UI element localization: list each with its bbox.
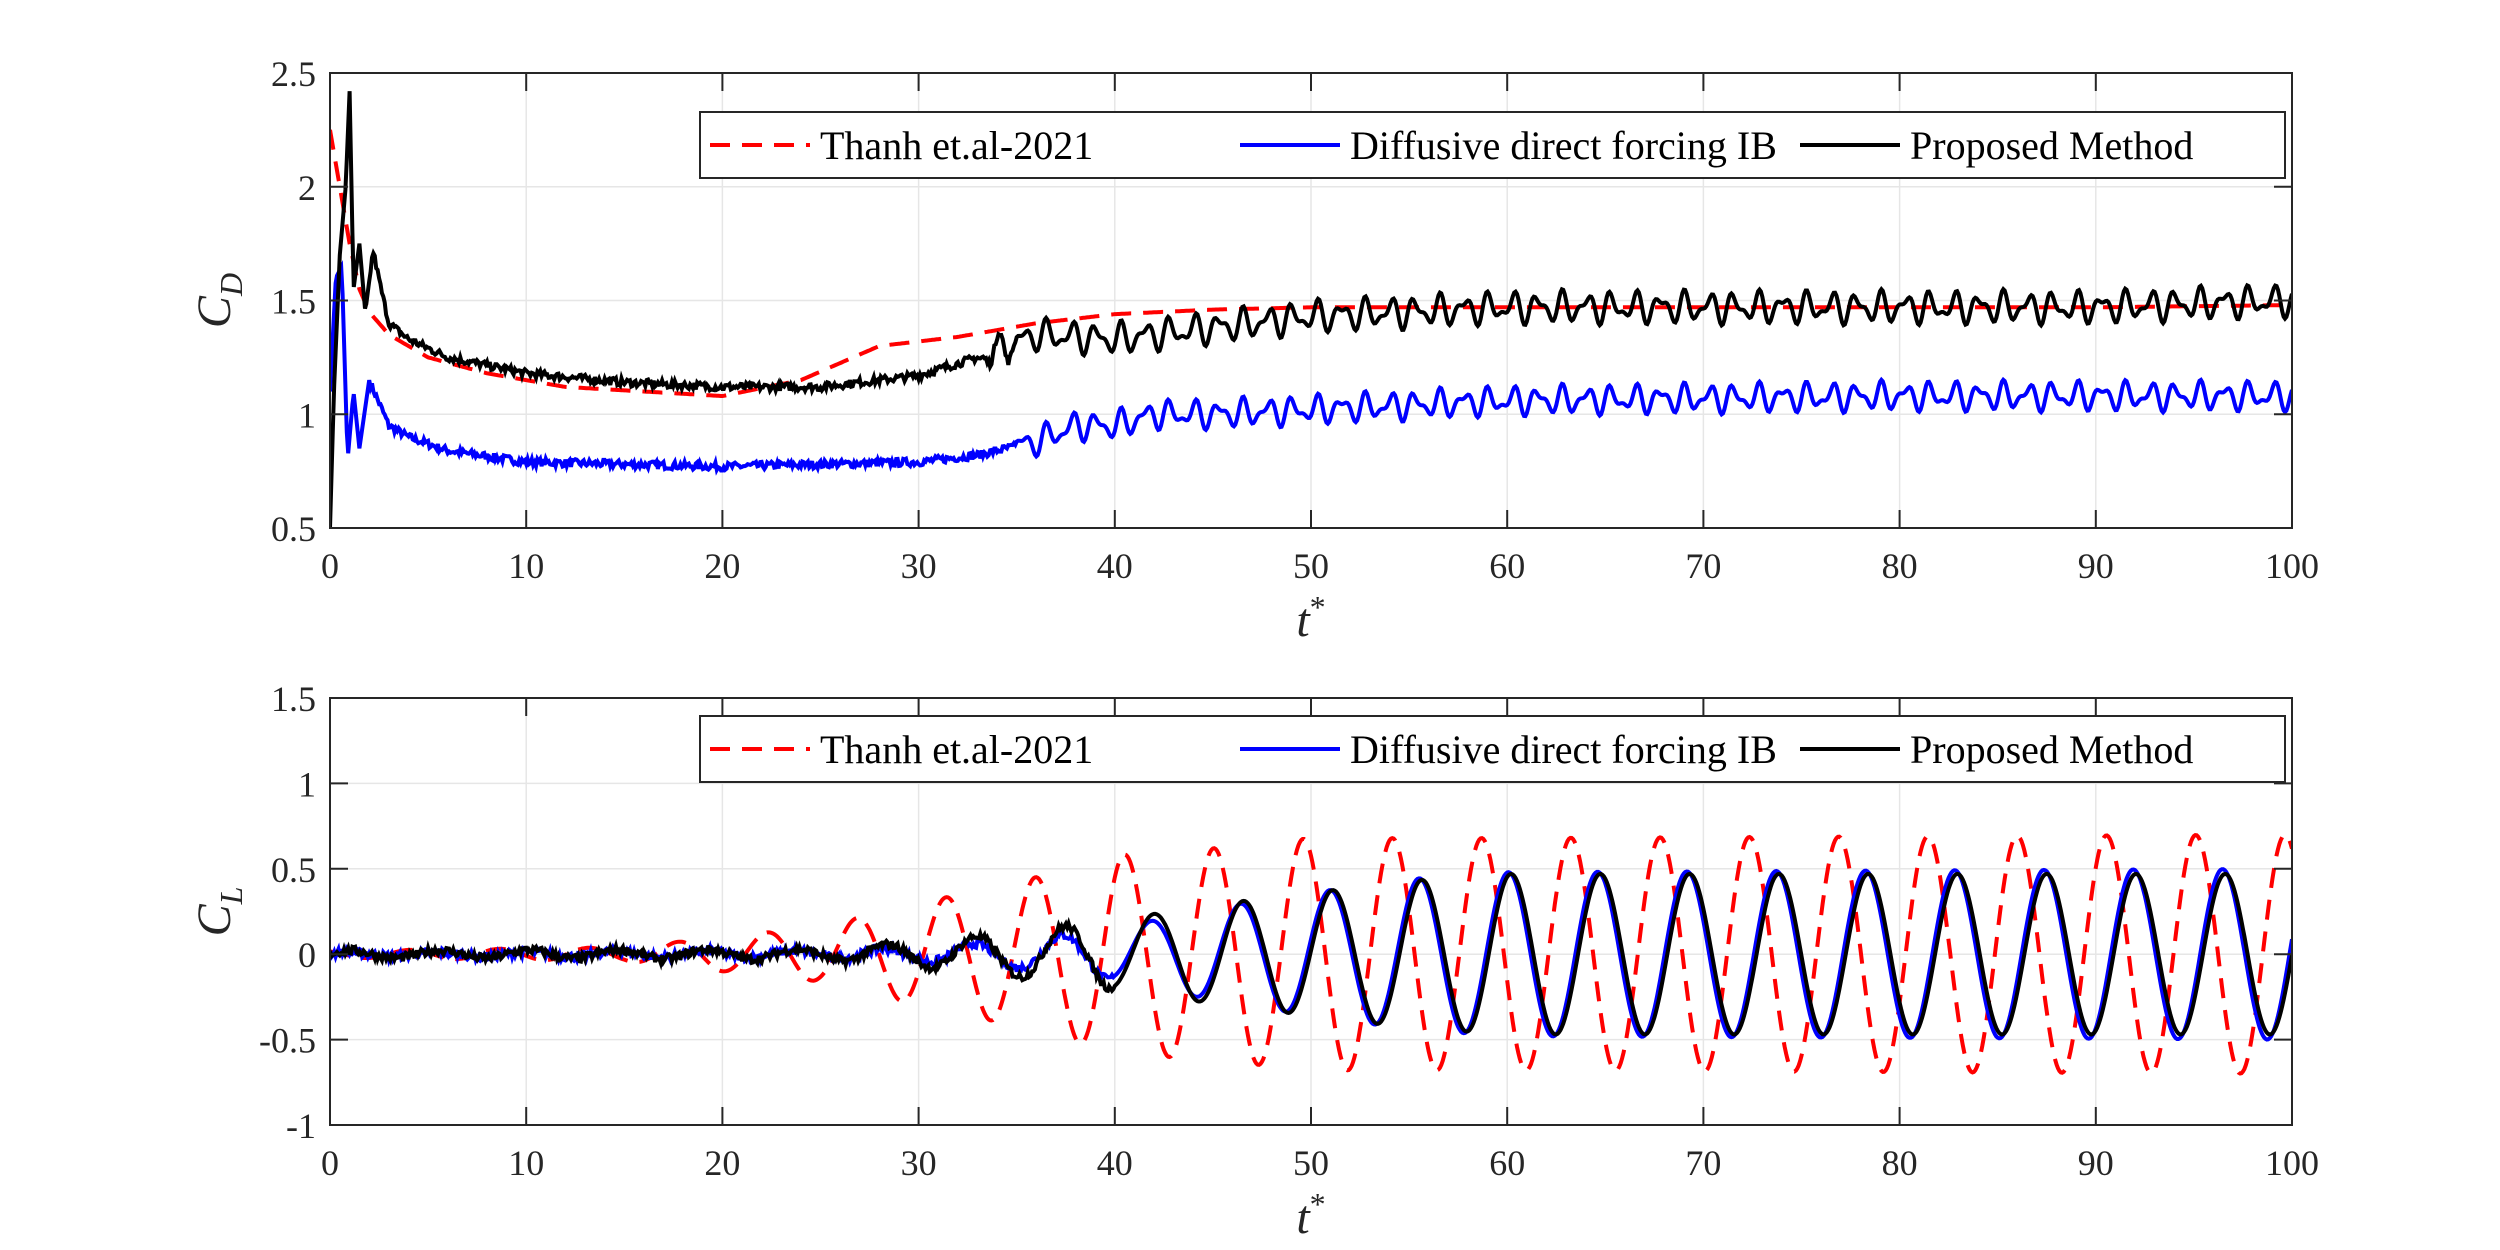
x-tick-label: 30 <box>901 1143 937 1183</box>
legend-label: Thanh et.al-2021 <box>820 727 1093 772</box>
y-tick-label: -0.5 <box>259 1021 316 1061</box>
x-tick-label: 100 <box>2265 1143 2319 1183</box>
y-axis-label: CD <box>188 273 249 328</box>
legend-label: Thanh et.al-2021 <box>820 123 1093 168</box>
y-tick-label: 2 <box>298 168 316 208</box>
series-line-thanh <box>330 832 2292 1076</box>
x-tick-label: 0 <box>321 1143 339 1183</box>
x-tick-label: 70 <box>1685 1143 1721 1183</box>
x-axis-label: t* <box>1296 1186 1325 1244</box>
x-tick-label: 40 <box>1097 1143 1133 1183</box>
x-tick-label: 90 <box>2078 546 2114 586</box>
x-tick-label: 60 <box>1489 546 1525 586</box>
x-tick-label: 100 <box>2265 546 2319 586</box>
x-tick-label: 90 <box>2078 1143 2114 1183</box>
legend-label: Proposed Method <box>1910 727 2193 772</box>
x-tick-label: 0 <box>321 546 339 586</box>
y-tick-label: 0.5 <box>271 509 316 549</box>
y-tick-label: 1 <box>298 395 316 435</box>
series-line-thanh <box>330 129 2292 398</box>
series-line-diffusive-ib <box>330 260 2292 476</box>
y-axis-label: CL <box>188 887 249 937</box>
x-tick-label: 80 <box>1882 546 1918 586</box>
x-tick-label: 40 <box>1097 546 1133 586</box>
y-tick-label: 0 <box>298 935 316 975</box>
series-line-proposed <box>330 91 2292 528</box>
legend: Thanh et.al-2021 Diffusive direct forcing… <box>699 715 2286 783</box>
series-line-proposed <box>330 871 2292 1037</box>
x-tick-label: 10 <box>508 546 544 586</box>
x-tick-label: 70 <box>1685 546 1721 586</box>
chart-panel-drag: 0 10 20 30 40 50 60 70 80 90 100 0.5 1 1.5 2 2.5 t* CD Tha… <box>188 54 2319 647</box>
legend-box <box>699 715 2286 783</box>
legend-label: Diffusive direct forcing IB <box>1350 727 1777 772</box>
x-tick-label: 20 <box>704 1143 740 1183</box>
y-tick-label: 0.5 <box>271 850 316 890</box>
legend-label: Diffusive direct forcing IB <box>1350 123 1777 168</box>
legend-label: Proposed Method <box>1910 123 2193 168</box>
chart-panel-lift: 0 10 20 30 40 50 60 70 80 90 100 -1 -0.5 0 0.5 1 1.5 t* CL… <box>188 679 2319 1244</box>
x-tick-label: 80 <box>1882 1143 1918 1183</box>
y-tick-label: -1 <box>286 1106 316 1146</box>
legend: Thanh et.al-2021 Diffusive direct forcing… <box>699 111 2286 179</box>
x-axis-label: t* <box>1296 589 1325 647</box>
y-tick-label: 2.5 <box>271 54 316 94</box>
y-tick-label: 1.5 <box>271 679 316 719</box>
x-tick-label: 20 <box>704 546 740 586</box>
legend-box <box>699 111 2286 179</box>
x-tick-label: 60 <box>1489 1143 1525 1183</box>
x-tick-label: 10 <box>508 1143 544 1183</box>
x-tick-label: 50 <box>1293 546 1329 586</box>
x-tick-label: 50 <box>1293 1143 1329 1183</box>
y-tick-label: 1.5 <box>271 282 316 322</box>
y-tick-label: 1 <box>298 764 316 804</box>
x-tick-label: 30 <box>901 546 937 586</box>
